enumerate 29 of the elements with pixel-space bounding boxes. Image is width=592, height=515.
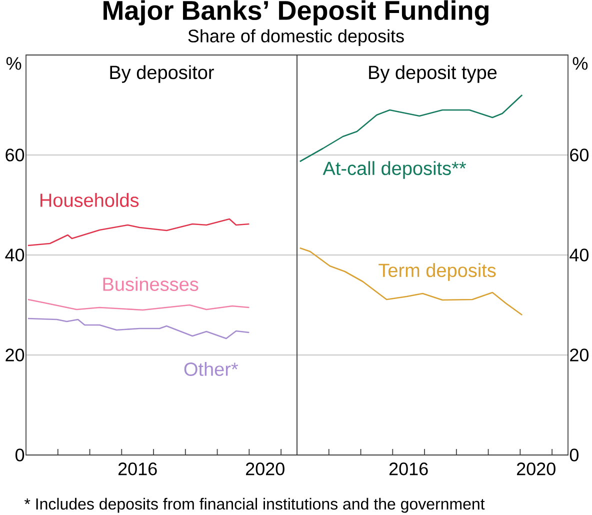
y-tick-label: 0	[15, 448, 24, 462]
line-series	[299, 247, 523, 316]
chart-title: Major Banks’ Deposit Funding	[104, 0, 488, 26]
y-tick-label: 40	[570, 248, 589, 262]
x-tick-label: 2016	[118, 462, 157, 476]
line-series	[27, 218, 250, 246]
series-label: Term deposits	[378, 263, 496, 281]
chart-subtitle: Share of domestic deposits	[188, 29, 404, 46]
series-label: Other*	[184, 362, 238, 376]
series-label: Businesses	[103, 277, 198, 291]
x-tick-label: 2020	[517, 462, 556, 476]
y-tick-label: 20	[570, 348, 589, 362]
line-series	[299, 94, 523, 162]
x-tick-label: 2020	[246, 462, 284, 476]
text: * Includes deposits from financial institutions and the government	[24, 498, 485, 513]
y-tick-label: 60	[6, 148, 24, 162]
annotation: By depositor	[110, 65, 214, 83]
y-axis-title: %	[572, 57, 588, 70]
x-tick-label: 2016	[389, 462, 428, 476]
y-tick-label: 60	[570, 148, 589, 162]
line-series	[27, 298, 250, 311]
y-tick-label: 0	[570, 448, 579, 462]
series-label: At-call deposits**	[322, 161, 466, 179]
annotation: By deposit type	[369, 65, 497, 83]
y-tick-label: 20	[6, 348, 24, 362]
series-label: Households	[40, 193, 139, 207]
y-tick-label: 40	[5, 248, 24, 262]
line-series	[27, 318, 250, 340]
y-axis-title: %	[6, 57, 22, 70]
